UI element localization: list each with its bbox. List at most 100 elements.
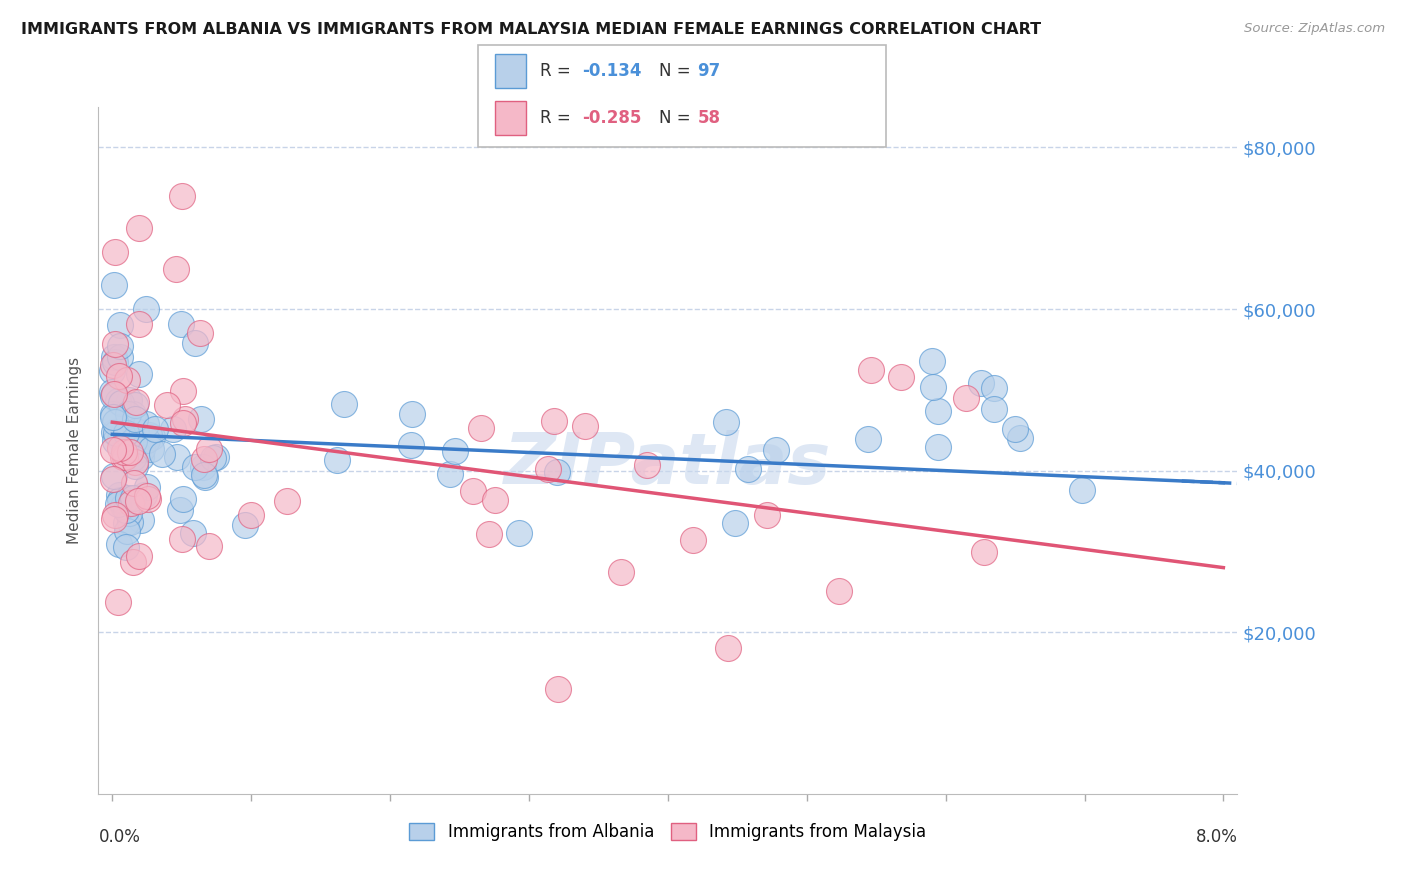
- Point: [170, 318, 193, 332]
- Point: [111, 450, 134, 464]
- Point: [103, 386, 125, 401]
- Point: [1004, 422, 1026, 436]
- Point: [103, 425, 125, 439]
- Point: [115, 373, 138, 387]
- Point: [103, 508, 125, 522]
- Point: [122, 446, 145, 460]
- Point: [543, 414, 565, 428]
- Point: [112, 445, 135, 459]
- Point: [135, 301, 157, 316]
- Point: [184, 336, 207, 351]
- Point: [172, 492, 194, 507]
- Point: [136, 489, 159, 503]
- Text: R =: R =: [540, 109, 576, 127]
- Point: [107, 488, 129, 502]
- Point: [127, 494, 149, 508]
- Point: [121, 450, 143, 465]
- Point: [101, 385, 124, 400]
- Point: [190, 412, 212, 426]
- Point: [125, 394, 148, 409]
- Point: [439, 467, 461, 481]
- Point: [103, 277, 125, 292]
- Point: [547, 681, 569, 696]
- Point: [120, 496, 142, 510]
- Point: [108, 318, 131, 333]
- Point: [136, 492, 159, 507]
- Point: [135, 417, 157, 431]
- Point: [188, 326, 211, 340]
- Point: [233, 518, 256, 533]
- Point: [122, 407, 145, 421]
- Point: [108, 351, 131, 365]
- Point: [136, 434, 159, 448]
- Point: [193, 452, 215, 467]
- Point: [166, 450, 188, 465]
- Point: [484, 493, 506, 508]
- Point: [107, 595, 129, 609]
- Point: [546, 466, 568, 480]
- Point: [973, 545, 995, 559]
- Point: [128, 221, 150, 235]
- Point: [117, 491, 139, 505]
- Point: [717, 641, 740, 656]
- Point: [165, 261, 187, 276]
- Point: [103, 351, 125, 365]
- Point: [115, 425, 138, 440]
- Point: [172, 384, 194, 398]
- Point: [108, 432, 131, 446]
- Point: [128, 368, 150, 382]
- Point: [197, 442, 219, 456]
- Point: [574, 419, 596, 434]
- Text: IMMIGRANTS FROM ALBANIA VS IMMIGRANTS FROM MALAYSIA MEDIAN FEMALE EARNINGS CORRE: IMMIGRANTS FROM ALBANIA VS IMMIGRANTS FR…: [21, 22, 1042, 37]
- Text: 97: 97: [697, 62, 721, 79]
- Point: [197, 539, 219, 553]
- Text: 0.0%: 0.0%: [98, 828, 141, 847]
- Point: [101, 407, 124, 421]
- Point: [114, 450, 136, 464]
- Point: [122, 434, 145, 448]
- Text: N =: N =: [659, 109, 696, 127]
- Point: [955, 391, 977, 405]
- Point: [128, 317, 150, 331]
- Point: [112, 442, 135, 457]
- Point: [124, 412, 146, 426]
- Text: Source: ZipAtlas.com: Source: ZipAtlas.com: [1244, 22, 1385, 36]
- Point: [118, 515, 141, 529]
- Point: [537, 461, 560, 475]
- Point: [124, 424, 146, 438]
- Point: [927, 440, 949, 454]
- Point: [108, 339, 131, 353]
- Text: R =: R =: [540, 62, 576, 79]
- Point: [103, 469, 125, 483]
- Point: [105, 425, 128, 440]
- Point: [129, 513, 152, 527]
- Point: [927, 404, 949, 418]
- Point: [136, 480, 159, 494]
- Point: [110, 396, 132, 410]
- Point: [858, 432, 880, 446]
- Point: [859, 363, 882, 377]
- Point: [103, 512, 125, 526]
- Point: [724, 516, 747, 530]
- Point: [890, 370, 912, 384]
- Text: N =: N =: [659, 62, 696, 79]
- Point: [101, 472, 124, 486]
- Point: [132, 488, 155, 502]
- Point: [463, 484, 485, 499]
- Point: [765, 442, 787, 457]
- Point: [470, 420, 492, 434]
- Point: [128, 549, 150, 564]
- Point: [172, 416, 194, 430]
- Point: [174, 412, 197, 426]
- Point: [169, 503, 191, 517]
- Point: [115, 540, 138, 554]
- Point: [326, 453, 349, 467]
- Point: [101, 364, 124, 378]
- Point: [201, 450, 224, 465]
- Point: [103, 409, 125, 424]
- Point: [112, 499, 135, 513]
- Text: 8.0%: 8.0%: [1195, 828, 1237, 847]
- Point: [108, 441, 131, 455]
- Point: [104, 415, 127, 429]
- Point: [124, 398, 146, 412]
